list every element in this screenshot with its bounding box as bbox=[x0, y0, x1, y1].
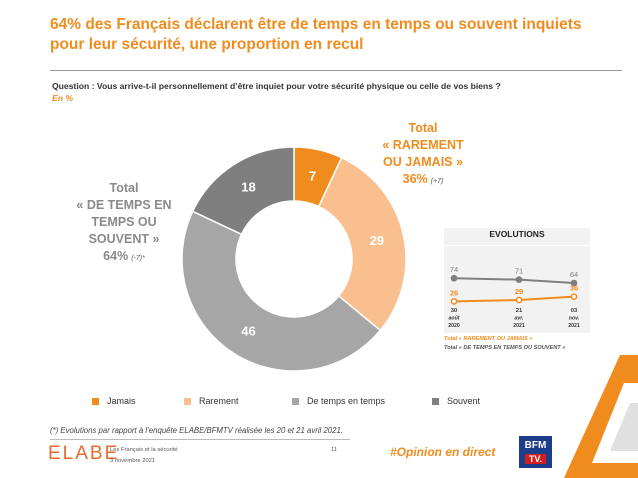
evo-point bbox=[570, 279, 578, 287]
callout-right-line1: Total bbox=[408, 121, 438, 135]
evo-value-label: 74 bbox=[450, 265, 458, 274]
evo-point bbox=[450, 298, 458, 305]
callout-left-line2: « DE TEMPS EN bbox=[76, 198, 172, 212]
evolutions-title: EVOLUTIONS bbox=[489, 229, 545, 239]
legend-item-rarement: Rarement bbox=[184, 396, 239, 406]
donut-slice-de-temps-en-temps bbox=[181, 210, 382, 372]
callout-right-delta: (+7) bbox=[430, 178, 444, 185]
legend-item-jamais: Jamais bbox=[92, 396, 136, 406]
elabe-logo: ELABE bbox=[48, 443, 120, 464]
legend-label: Souvent bbox=[447, 396, 481, 406]
legend-label: Jamais bbox=[107, 396, 136, 406]
legend-item-de-temps-en-temps: De temps en temps bbox=[292, 396, 385, 406]
donut-value-label: 46 bbox=[241, 323, 255, 338]
unit-label: En % bbox=[52, 93, 74, 103]
evo-x-tick-label: nov. bbox=[569, 316, 579, 322]
evo-x-tick-label: 30 bbox=[451, 308, 457, 314]
callout-left-line1: Total bbox=[109, 181, 139, 195]
callout-right-value: 36% bbox=[402, 172, 428, 186]
evo-point bbox=[450, 274, 458, 282]
callout-left-value: 64% bbox=[103, 249, 129, 263]
legend-swatch bbox=[184, 397, 191, 405]
donut-value-label: 7 bbox=[309, 169, 316, 184]
evo-x-tick-label: 2021 bbox=[513, 323, 525, 329]
page-number: 11 bbox=[331, 447, 338, 453]
legend-label: De temps en temps bbox=[307, 396, 386, 406]
evo-value-label: 29 bbox=[515, 287, 523, 296]
bfmtv-logo-top: BFM bbox=[524, 440, 547, 451]
decorative-triangle-icon bbox=[564, 355, 638, 478]
callout-left-line3: TEMPS OU bbox=[91, 215, 157, 229]
evo-x-tick-label: 21 bbox=[516, 308, 523, 314]
evo-value-label: 36 bbox=[570, 284, 578, 293]
evo-x-tick-label: 2021 bbox=[568, 323, 580, 329]
evo-point bbox=[515, 296, 523, 304]
evo-x-tick-label: avr. bbox=[515, 316, 524, 322]
donut-slice-souvent bbox=[191, 146, 295, 236]
evo-point bbox=[570, 293, 578, 300]
callout-total-often: Total « DE TEMPS EN TEMPS OU SOUVENT » 6… bbox=[68, 180, 180, 267]
legend-swatch bbox=[432, 397, 439, 405]
evo-x-tick-label: août bbox=[449, 316, 460, 322]
evo-x-tick-label: 03 bbox=[571, 308, 578, 314]
callout-right-line3: OU JAMAIS » bbox=[383, 155, 463, 169]
evolutions-divider bbox=[444, 245, 590, 246]
legend-item-souvent: Souvent bbox=[432, 396, 480, 406]
bfmtv-logo: BFM TV. bbox=[519, 436, 552, 468]
callout-left-line4: SOUVENT » bbox=[88, 232, 160, 246]
hashtag: #Opinion en direct bbox=[390, 445, 496, 459]
footnote: (*) Evolutions par rapport à l’enquête E… bbox=[50, 426, 343, 435]
legend-swatch bbox=[92, 397, 99, 405]
title-divider bbox=[50, 70, 622, 71]
evo-series-line bbox=[453, 277, 575, 285]
page-title: 64% des Français déclarent être de temps… bbox=[50, 16, 582, 53]
evo-value-label: 64 bbox=[570, 270, 578, 279]
evolutions-legend-rarely: Total « RAREMENT OU JAMAIS » bbox=[444, 336, 533, 342]
footer-divider bbox=[50, 439, 350, 440]
footer-subject: Les Français et la sécurité bbox=[110, 447, 178, 453]
legend-swatch bbox=[292, 397, 299, 405]
survey-question: Question : Vous arrive-t-il personnellem… bbox=[52, 81, 501, 91]
donut-slice-rarement bbox=[317, 156, 407, 332]
chart-legend: Jamais Rarement De temps en temps Souven… bbox=[92, 396, 592, 408]
donut-value-label: 29 bbox=[370, 233, 384, 248]
evo-value-label: 26 bbox=[450, 288, 458, 297]
donut-value-label: 18 bbox=[241, 180, 255, 195]
evo-x-tick-label: 2020 bbox=[448, 323, 460, 329]
evo-value-label: 71 bbox=[515, 267, 523, 276]
callout-total-rarely: Total « RAREMENT OU JAMAIS » 36% (+7) bbox=[364, 120, 482, 190]
footer-date: 3 novembre 2021 bbox=[110, 458, 156, 464]
donut-chart: 7 29 46 18 bbox=[181, 146, 407, 372]
callout-left-delta: (-7)* bbox=[131, 255, 145, 262]
evo-series-line bbox=[453, 295, 575, 303]
callout-right-line2: « RAREMENT bbox=[382, 138, 464, 152]
evo-point bbox=[515, 276, 523, 284]
evolutions-legend-often: Total « DE TEMPS EN TEMPS OU SOUVENT » bbox=[444, 345, 566, 351]
bfmtv-logo-bottom: TV. bbox=[525, 454, 546, 464]
legend-label: Rarement bbox=[199, 396, 239, 406]
